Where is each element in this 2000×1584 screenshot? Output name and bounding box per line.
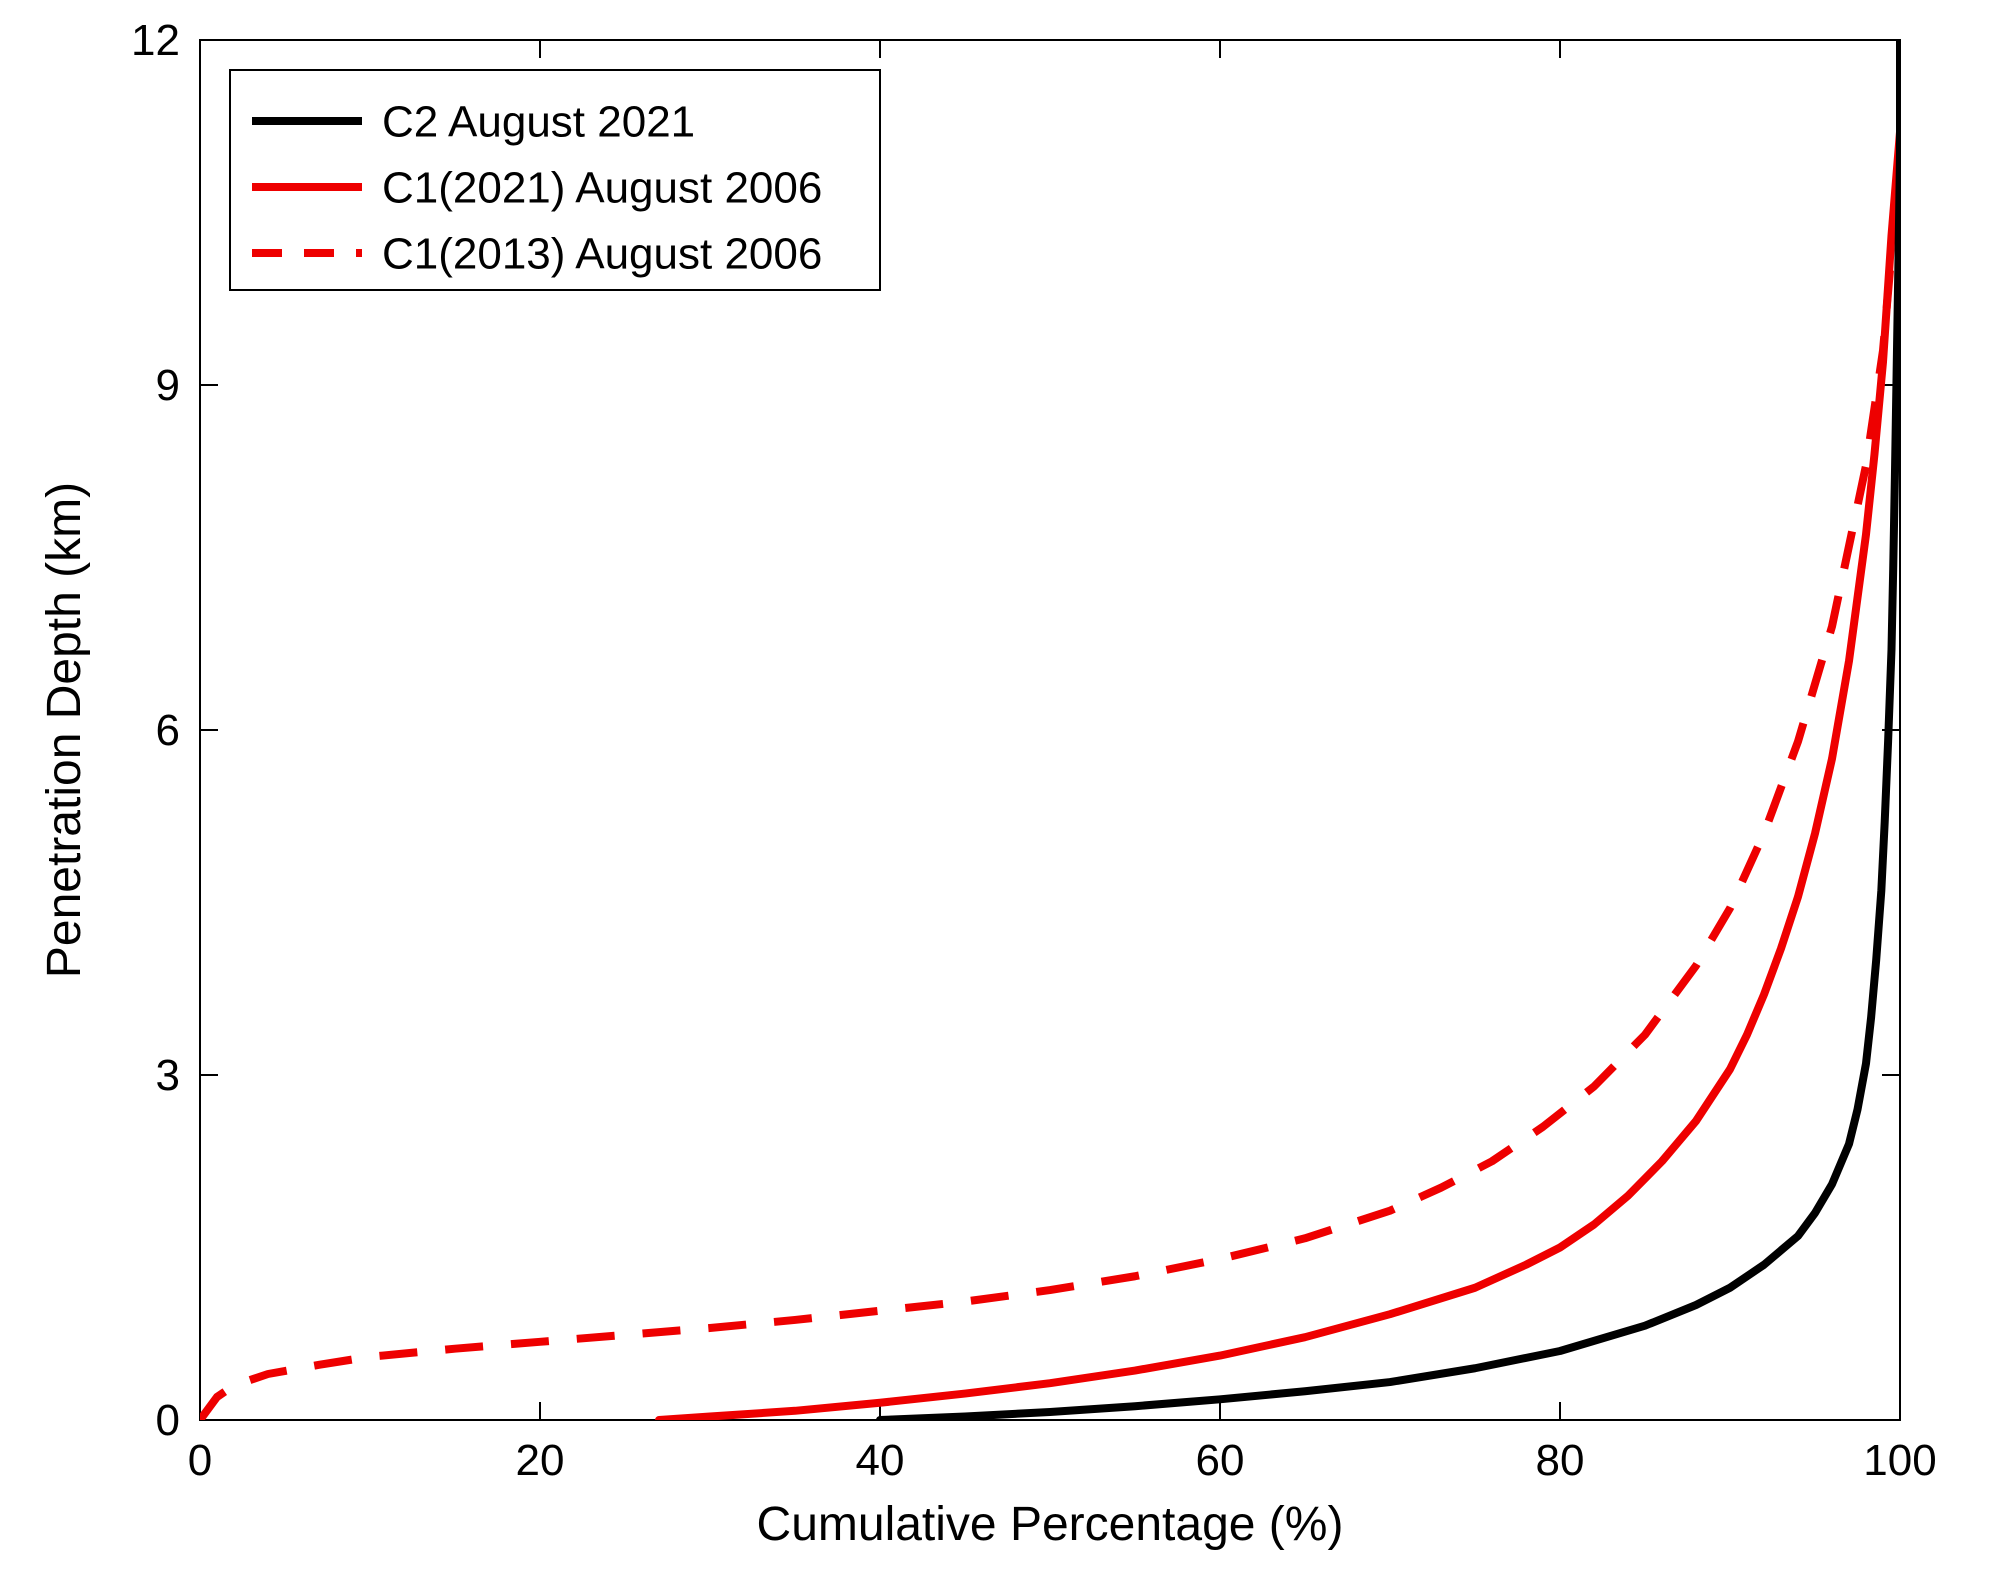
legend-label: C1(2021) August 2006 <box>382 163 822 212</box>
y-axis-label: Penetration Depth (km) <box>38 482 91 978</box>
x-axis-label: Cumulative Percentage (%) <box>757 1498 1344 1551</box>
y-tick-label: 6 <box>156 706 180 755</box>
y-tick-label: 0 <box>156 1396 180 1445</box>
chart-container: 0 20 40 60 80 100 0 3 6 9 12 Cumulative Percentage … <box>0 0 2000 1584</box>
y-tick-label: 12 <box>131 16 180 65</box>
x-tick-label: 60 <box>1196 1436 1245 1485</box>
y-tick-label: 3 <box>156 1051 180 1100</box>
x-tick-label: 100 <box>1863 1436 1936 1485</box>
legend-label: C2 August 2021 <box>382 97 695 146</box>
x-tick-label: 0 <box>188 1436 212 1485</box>
penetration-depth-chart: 0 20 40 60 80 100 0 3 6 9 12 Cumulative Percentage … <box>0 0 2000 1584</box>
y-tick-label: 9 <box>156 361 180 410</box>
x-tick-label: 20 <box>516 1436 565 1485</box>
x-tick-label: 40 <box>856 1436 905 1485</box>
x-tick-label: 80 <box>1536 1436 1585 1485</box>
legend-label: C1(2013) August 2006 <box>382 229 822 278</box>
